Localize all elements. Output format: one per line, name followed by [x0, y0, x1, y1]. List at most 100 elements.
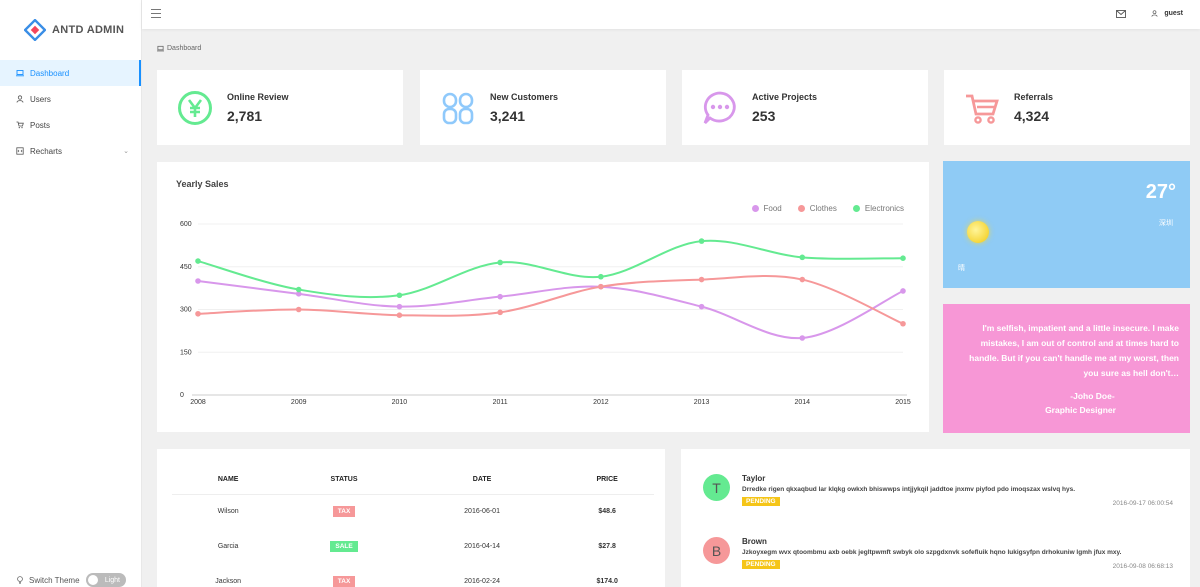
app-title: ANTD ADMIN — [52, 24, 125, 36]
comment-text: Drredke rigen qkxaqbud lar klqkg owkxh b… — [742, 486, 1076, 493]
user-menu[interactable]: guest — [1151, 10, 1183, 17]
legend-dot — [751, 205, 759, 212]
data-point — [396, 312, 403, 318]
quote-author: -Joho Doe- — [1070, 391, 1115, 401]
code-icon — [16, 147, 24, 155]
team-icon — [440, 90, 476, 126]
sun-icon — [967, 221, 989, 243]
logo[interactable]: ANTD ADMIN — [0, 0, 141, 60]
sidebar-item-users[interactable]: Users — [0, 86, 141, 112]
sidebar-item-label: Posts — [30, 120, 51, 130]
avatar: B — [703, 537, 730, 564]
cell-name: Garcia — [217, 543, 239, 550]
data-point — [698, 303, 705, 310]
data-point — [900, 255, 906, 261]
pay-circle-icon — [177, 90, 213, 126]
data-point — [900, 288, 906, 294]
column-header-date[interactable]: DATE — [403, 466, 561, 495]
x-tick-label: 2013 — [694, 399, 710, 406]
cell-date: 2016-04-14 — [464, 543, 500, 550]
status-badge: SALE — [330, 541, 358, 552]
weather-temperature: 27° — [1145, 181, 1176, 203]
series-line — [197, 280, 904, 340]
user-name: guest — [1164, 10, 1183, 17]
legend-label: Electronics — [864, 204, 904, 213]
data-point — [598, 273, 604, 280]
legend-item[interactable]: Clothes — [797, 204, 837, 213]
sidebar-item-recharts[interactable]: Recharts ⌄ — [0, 138, 141, 164]
series-line — [197, 239, 904, 299]
switch-theme-label: Switch Theme — [29, 575, 80, 585]
theme-toggle-label: Light — [104, 576, 120, 584]
sidebar-item-label: Recharts — [30, 146, 63, 156]
comments-card: T Taylor Drredke rigen qkxaqbud lar klqk… — [681, 449, 1190, 587]
comment-author: Taylor — [742, 474, 766, 483]
sidebar-item-label: Dashboard — [30, 68, 70, 78]
shopping-cart-icon — [964, 90, 1000, 126]
legend-item[interactable]: Electronics — [852, 204, 904, 213]
table-row[interactable]: Jackson TAX 2016-02-24 $174.0 — [172, 564, 654, 587]
data-point — [799, 335, 806, 341]
quote-author-title: Graphic Designer — [1045, 405, 1116, 415]
column-header-status[interactable]: STATUS — [284, 466, 404, 495]
data-point — [497, 259, 503, 266]
data-point — [195, 310, 201, 317]
cell-name: Jackson — [215, 578, 241, 585]
number-card-title: Online Review — [227, 91, 289, 102]
number-card-value: 4,324 — [1014, 107, 1050, 124]
recent-sales-table: NAME STATUS DATE PRICE Wilson TAX 2016-0… — [172, 466, 654, 587]
data-point — [396, 303, 403, 310]
laptop-icon — [16, 70, 24, 77]
data-point — [799, 276, 806, 283]
table-row[interactable]: Garcia SALE 2016-04-14 $27.8 — [172, 529, 654, 564]
table-row[interactable]: Wilson TAX 2016-06-01 $48.6 — [172, 494, 654, 529]
status-badge: TAX — [332, 576, 356, 587]
data-point — [598, 283, 604, 290]
menu-fold-icon[interactable] — [151, 9, 161, 18]
number-card-title: New Customers — [490, 91, 559, 102]
sidebar-item-posts[interactable]: Posts — [0, 112, 141, 138]
laptop-icon — [157, 45, 164, 52]
weather-card: 27° 深圳 晴 — [943, 161, 1190, 288]
cell-status: TAX — [284, 494, 404, 529]
quote-text: I'm selfish, impatient and a little inse… — [969, 323, 1179, 378]
sidebar: ANTD ADMIN Dashboard Users Posts Rechart… — [0, 0, 142, 587]
y-tick-label: 300 — [180, 307, 192, 314]
y-tick-label: 0 — [180, 392, 184, 399]
comment-status-badge: PENDING — [742, 560, 780, 569]
weather-condition: 晴 — [958, 265, 965, 272]
status-badge: TAX — [332, 506, 356, 518]
sidebar-item-dashboard[interactable]: Dashboard — [0, 60, 141, 86]
column-header-price[interactable]: PRICE — [560, 466, 654, 495]
number-card-title: Referrals — [1014, 91, 1054, 102]
table-header-row: NAME STATUS DATE PRICE — [172, 466, 654, 495]
series-line — [197, 275, 904, 325]
cell-name: Wilson — [217, 508, 239, 516]
theme-toggle[interactable]: Light — [86, 573, 126, 587]
y-tick-label: 600 — [180, 221, 192, 228]
mail-icon[interactable] — [1116, 10, 1126, 18]
toggle-knob — [88, 575, 98, 585]
data-point — [295, 306, 302, 313]
number-card-referrals: Referrals 4,324 — [944, 70, 1190, 145]
number-card-online-review: Online Review 2,781 — [157, 70, 403, 145]
switch-theme: Switch Theme Light — [16, 573, 134, 587]
chart-title: Yearly Sales — [176, 179, 229, 189]
data-point — [396, 292, 403, 299]
column-header-name[interactable]: NAME — [172, 466, 285, 495]
legend-item[interactable]: Food — [751, 204, 782, 213]
cell-price: $174.0 — [596, 578, 618, 585]
breadcrumb-item[interactable]: Dashboard — [167, 45, 202, 52]
user-icon — [1151, 10, 1158, 17]
yearly-sales-chart: 0 150 300 450 600 2008 2009 2010 2011 2012 2013 201… — [180, 221, 911, 406]
data-point — [295, 291, 302, 297]
legend-dot — [852, 205, 860, 212]
legend-label: Clothes — [809, 204, 837, 213]
data-point — [799, 254, 806, 261]
data-point — [497, 309, 503, 316]
x-tick-label: 2009 — [291, 399, 307, 406]
comment-status-badge: PENDING — [742, 497, 780, 506]
x-tick-label: 2011 — [493, 399, 508, 406]
x-tick-label: 2015 — [895, 399, 911, 406]
logo-icon — [24, 19, 46, 41]
